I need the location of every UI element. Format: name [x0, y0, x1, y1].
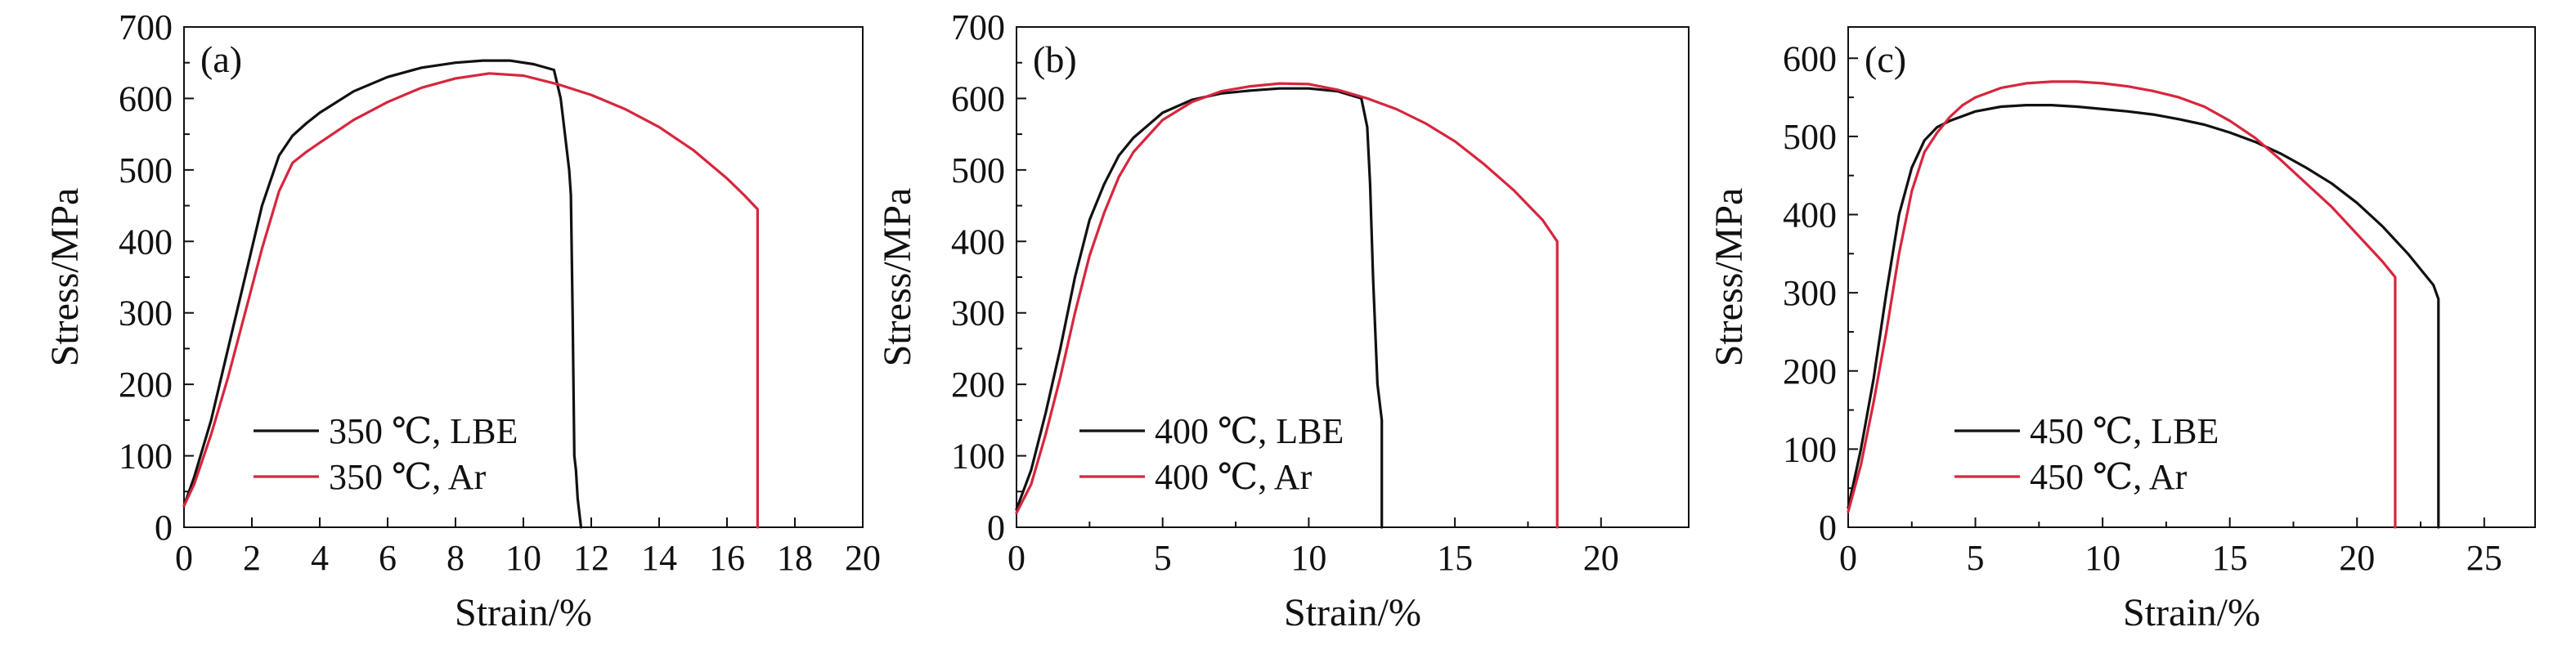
- y-tick-label: 0: [987, 508, 1005, 548]
- x-tick-label: 5: [1154, 538, 1172, 578]
- x-tick-label: 20: [1583, 538, 1619, 578]
- x-tick-label: 20: [2339, 538, 2375, 578]
- chart-panel-c: 0 5 10 15 20 25 0 100 200 300 400 500 600 Strain/% Str…: [1708, 26, 2536, 634]
- y-tick-label: 200: [119, 365, 173, 405]
- y-axis-label: Stress/MPa: [876, 188, 919, 367]
- series-line-ar: [1847, 80, 2397, 529]
- series-line-lbe: [1015, 87, 1384, 529]
- x-tick-label: 25: [2466, 538, 2502, 578]
- legend-label: 350 ℃, LBE: [329, 411, 518, 451]
- x-tick-label: 16: [709, 538, 745, 578]
- x-tick-label: 15: [2212, 538, 2248, 578]
- x-tick-label: 8: [447, 538, 464, 578]
- y-tick-label: 200: [1783, 352, 1837, 392]
- y-tick-label: 600: [1783, 38, 1837, 78]
- y-tick-label: 0: [155, 508, 173, 548]
- x-tick-label: 6: [379, 538, 397, 578]
- x-tick-label: 0: [175, 538, 193, 578]
- series-line-ar: [1015, 82, 1559, 529]
- x-tick-label: 15: [1437, 538, 1473, 578]
- legend-label: 450 ℃, LBE: [2030, 411, 2219, 451]
- y-tick-label: 500: [951, 150, 1005, 190]
- y-tick-label: 500: [119, 150, 173, 190]
- x-tick-label: 20: [845, 538, 881, 578]
- y-axis-label: Stress/MPa: [43, 188, 87, 367]
- legend-label: 400 ℃, LBE: [1155, 411, 1344, 451]
- series-line-lbe: [1847, 104, 2440, 529]
- x-tick-label: 2: [243, 538, 261, 578]
- x-tick-label: 0: [1839, 538, 1857, 578]
- y-tick-label: 400: [951, 222, 1005, 262]
- plot-frame: [183, 26, 864, 528]
- y-tick-label: 200: [951, 365, 1005, 405]
- y-tick-label: 100: [951, 437, 1005, 477]
- chart-panel-a: 0 2 4 6 8 10 12 14 16 18 200100200300400500600700S…: [43, 7, 881, 634]
- x-tick-label: 10: [1290, 538, 1326, 578]
- y-tick-label: 700: [951, 7, 1005, 47]
- series-line-ar: [182, 72, 760, 529]
- series-line-lbe: [182, 59, 583, 529]
- y-tick-label: 0: [1819, 508, 1837, 548]
- y-tick-label: 700: [119, 7, 173, 47]
- x-axis-label: Strain/%: [455, 591, 592, 634]
- x-tick-label: 0: [1008, 538, 1025, 578]
- legend-label: 450 ℃, Ar: [2030, 457, 2188, 497]
- x-tick-label: 5: [1967, 538, 1985, 578]
- y-tick-label: 600: [119, 78, 173, 119]
- plot-frame: [1016, 26, 1690, 528]
- y-tick-label: 500: [1783, 117, 1837, 157]
- x-tick-label: 4: [311, 538, 329, 578]
- x-tick-label: 12: [573, 538, 609, 578]
- panel-label: (a): [200, 38, 242, 80]
- chart-panel-b: 0 5 10 15 200100200300400500600700Strain/%St…: [876, 7, 1690, 634]
- legend-label: 350 ℃, Ar: [329, 457, 487, 497]
- plot-frame: [1847, 26, 2536, 528]
- y-tick-label: 400: [1783, 195, 1837, 235]
- y-tick-label: 300: [1783, 273, 1837, 313]
- legend-label: 400 ℃, Ar: [1155, 457, 1313, 497]
- x-tick-label: 10: [2085, 538, 2120, 578]
- y-tick-label: 300: [951, 293, 1005, 334]
- y-tick-label: 600: [951, 78, 1005, 119]
- x-tick-label: 18: [777, 538, 813, 578]
- y-tick-label: 300: [119, 293, 173, 334]
- y-tick-label: 400: [119, 222, 173, 262]
- y-tick-label: 100: [119, 437, 173, 477]
- y-tick-label: 100: [1783, 429, 1837, 469]
- y-axis-label: Stress/MPa: [1708, 188, 1751, 367]
- panel-label: (b): [1033, 38, 1077, 80]
- x-axis-label: Strain/%: [1284, 591, 1421, 634]
- panel-label: (c): [1865, 38, 1906, 80]
- x-tick-label: 10: [505, 538, 541, 578]
- x-axis-label: Strain/%: [2123, 591, 2260, 634]
- x-tick-label: 14: [641, 538, 677, 578]
